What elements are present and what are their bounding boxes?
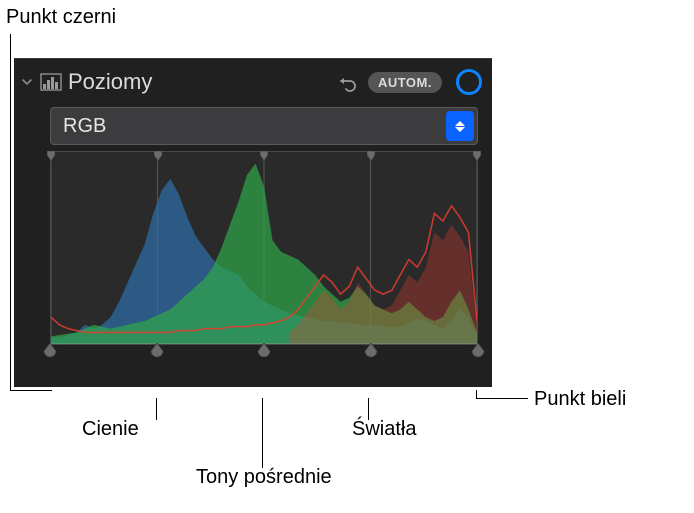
panel-header: Poziomy AUTOM. [14, 59, 492, 105]
enable-toggle-icon[interactable] [456, 69, 482, 95]
top-marker[interactable] [154, 151, 162, 161]
levels-panel: Poziomy AUTOM. RGB [14, 58, 492, 387]
callout-highlights: Światła [352, 418, 416, 441]
midtones-handle[interactable] [256, 343, 272, 363]
top-marker[interactable] [260, 151, 268, 161]
auto-button[interactable]: AUTOM. [368, 72, 442, 93]
disclosure-chevron-icon[interactable] [20, 75, 34, 89]
channel-select-value: RGB [63, 115, 106, 138]
callout-white-point: Punkt bieli [534, 388, 626, 411]
channel-select[interactable]: RGB [50, 107, 478, 145]
callout-midtones: Tony pośrednie [196, 466, 332, 489]
top-marker[interactable] [367, 151, 375, 161]
callout-line [476, 390, 477, 398]
callout-black-point: Punkt czerni [6, 6, 116, 29]
section-title: Poziomy [68, 69, 338, 95]
handle-row [50, 345, 478, 367]
levels-icon [40, 71, 62, 93]
callout-line [262, 398, 263, 468]
top-marker[interactable] [473, 151, 481, 161]
shadows-handle[interactable] [149, 343, 165, 363]
histogram [51, 152, 477, 344]
black-point-handle[interactable] [42, 343, 58, 363]
histogram-frame [50, 151, 478, 345]
callout-line [368, 398, 369, 420]
callout-line [10, 390, 52, 391]
callout-shadows: Cienie [82, 418, 139, 441]
highlights-handle[interactable] [363, 343, 379, 363]
select-stepper-icon[interactable] [446, 111, 474, 141]
callout-line [156, 398, 157, 420]
top-marker[interactable] [47, 151, 55, 161]
white-point-handle[interactable] [470, 343, 486, 363]
callout-line [476, 398, 528, 399]
callout-line [10, 34, 11, 390]
undo-icon[interactable] [338, 72, 358, 92]
